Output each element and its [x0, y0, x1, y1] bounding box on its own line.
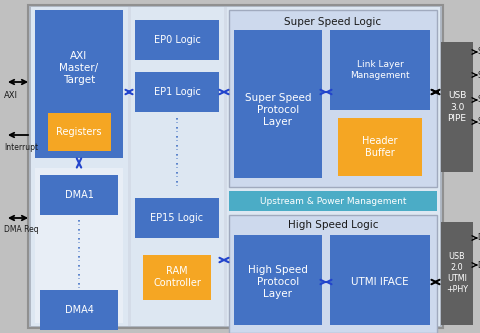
Text: DMA4: DMA4 — [65, 305, 94, 315]
Text: USB
3.0
PIPE: USB 3.0 PIPE — [447, 91, 467, 123]
Bar — [330, 30, 430, 110]
Bar — [28, 5, 443, 328]
Bar — [40, 290, 118, 330]
Text: SRX+: SRX+ — [477, 96, 480, 105]
Bar — [229, 191, 437, 211]
Bar — [229, 10, 437, 187]
Bar — [135, 20, 219, 60]
Text: Interrupt: Interrupt — [4, 144, 38, 153]
Text: DMA Req: DMA Req — [4, 225, 38, 234]
Text: EP1 Logic: EP1 Logic — [154, 87, 201, 97]
Text: UTMI IFACE: UTMI IFACE — [351, 277, 409, 287]
Text: EP0 Logic: EP0 Logic — [154, 35, 201, 45]
Bar — [234, 235, 322, 325]
Bar — [441, 222, 473, 325]
Text: SRX-: SRX- — [477, 118, 480, 127]
Text: AXI
Master/
Target: AXI Master/ Target — [60, 51, 98, 85]
Bar — [48, 113, 111, 151]
Bar — [234, 30, 322, 178]
Bar — [135, 72, 219, 112]
Text: DMA1: DMA1 — [65, 190, 94, 200]
Text: STX-: STX- — [477, 71, 480, 80]
Text: Super Speed Logic: Super Speed Logic — [285, 17, 382, 27]
Text: High Speed Logic: High Speed Logic — [288, 220, 378, 230]
Text: Registers: Registers — [56, 127, 102, 137]
Text: Link Layer
Management: Link Layer Management — [350, 60, 410, 80]
Text: D-: D- — [477, 260, 480, 269]
Bar — [40, 175, 118, 215]
Text: D+: D+ — [477, 233, 480, 242]
Bar — [227, 7, 440, 326]
Text: USB
2.0
UTMI
+PHY: USB 2.0 UTMI +PHY — [446, 252, 468, 294]
Bar — [31, 7, 128, 326]
Bar — [131, 7, 224, 326]
Text: EP15 Logic: EP15 Logic — [150, 213, 204, 223]
Text: AXI: AXI — [4, 91, 18, 100]
Text: STX+: STX+ — [477, 48, 480, 57]
Bar — [229, 215, 437, 333]
Bar — [35, 168, 123, 323]
Bar — [31, 7, 440, 326]
Bar — [143, 255, 211, 300]
Bar — [135, 198, 219, 238]
Text: Upstream & Power Management: Upstream & Power Management — [260, 196, 406, 205]
Text: Super Speed
Protocol
Layer: Super Speed Protocol Layer — [245, 93, 311, 128]
Bar — [35, 10, 123, 158]
Text: High Speed
Protocol
Layer: High Speed Protocol Layer — [248, 265, 308, 299]
Text: Header
Buffer: Header Buffer — [362, 136, 398, 158]
Bar — [330, 235, 430, 325]
Bar — [338, 118, 422, 176]
Text: RAM
Controller: RAM Controller — [153, 266, 201, 288]
Bar — [441, 42, 473, 172]
